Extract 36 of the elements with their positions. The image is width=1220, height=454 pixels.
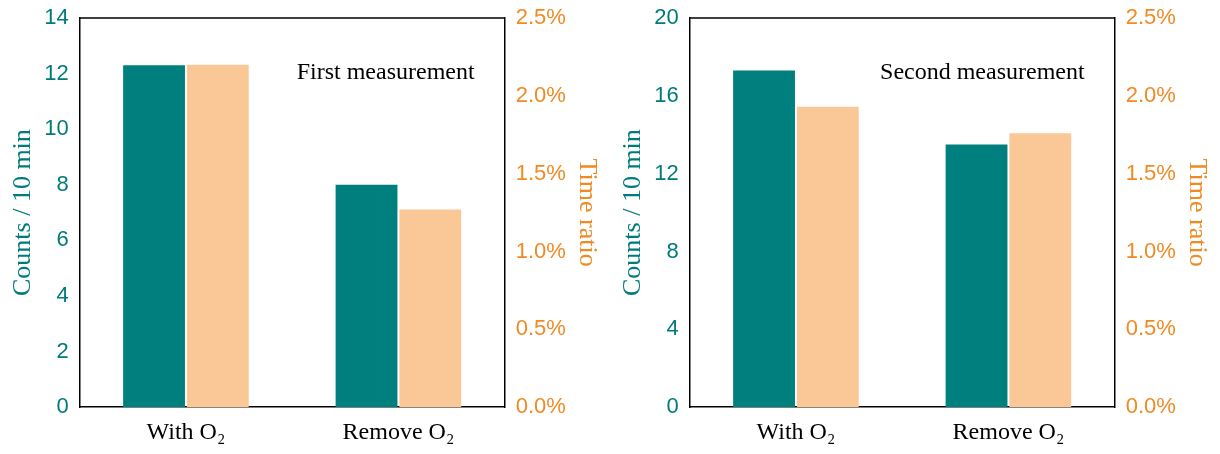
annotation: First measurement: [296, 58, 475, 85]
y-tick-label: 6: [56, 226, 69, 252]
y2-tick-label: 0.5%: [1125, 315, 1176, 341]
y-tick-label: 8: [56, 170, 69, 196]
y-tick-label: 10: [44, 115, 69, 141]
y2-tick-label: 1.5%: [515, 159, 566, 185]
y2-tick-label: 2.5%: [1125, 4, 1176, 30]
y2-tick-label: 1.0%: [515, 237, 566, 263]
y-tick-label: 16: [654, 81, 679, 107]
y2-tick-label: 1.5%: [1125, 159, 1176, 185]
y-tick-label: 14: [44, 4, 69, 30]
y2-tick-label: 0.0%: [1125, 393, 1176, 419]
y2-tick-label: 0.0%: [515, 393, 566, 419]
x-tick-label: Remove O₂: [342, 417, 455, 444]
y-tick-label: 0: [666, 393, 679, 419]
x-tick-label: With O₂: [146, 417, 226, 444]
y-tick-label: 4: [666, 315, 679, 341]
y2-tick-label: 1.0%: [1125, 237, 1176, 263]
y-axis-title: Counts / 10 min: [617, 129, 647, 297]
y2-tick-label: 2.0%: [515, 81, 566, 107]
y-tick-label: 12: [654, 159, 679, 185]
y-tick-label: 8: [666, 237, 679, 263]
x-tick-label: With O₂: [756, 417, 836, 444]
annotation: Second measurement: [880, 58, 1085, 85]
y2-axis-title: Time ratio: [573, 158, 603, 267]
y2-axis-title: Time ratio: [1183, 158, 1213, 267]
y-tick-label: 2: [56, 337, 69, 363]
y-tick-label: 20: [654, 4, 679, 30]
x-tick-label: Remove O₂: [952, 417, 1065, 444]
y-tick-label: 0: [56, 393, 69, 419]
y-tick-label: 4: [56, 282, 69, 308]
y-tick-label: 12: [44, 59, 69, 85]
y2-tick-label: 0.5%: [515, 315, 566, 341]
y-axis-title: Counts / 10 min: [7, 129, 37, 297]
y2-tick-label: 2.0%: [1125, 81, 1176, 107]
y2-tick-label: 2.5%: [515, 4, 566, 30]
